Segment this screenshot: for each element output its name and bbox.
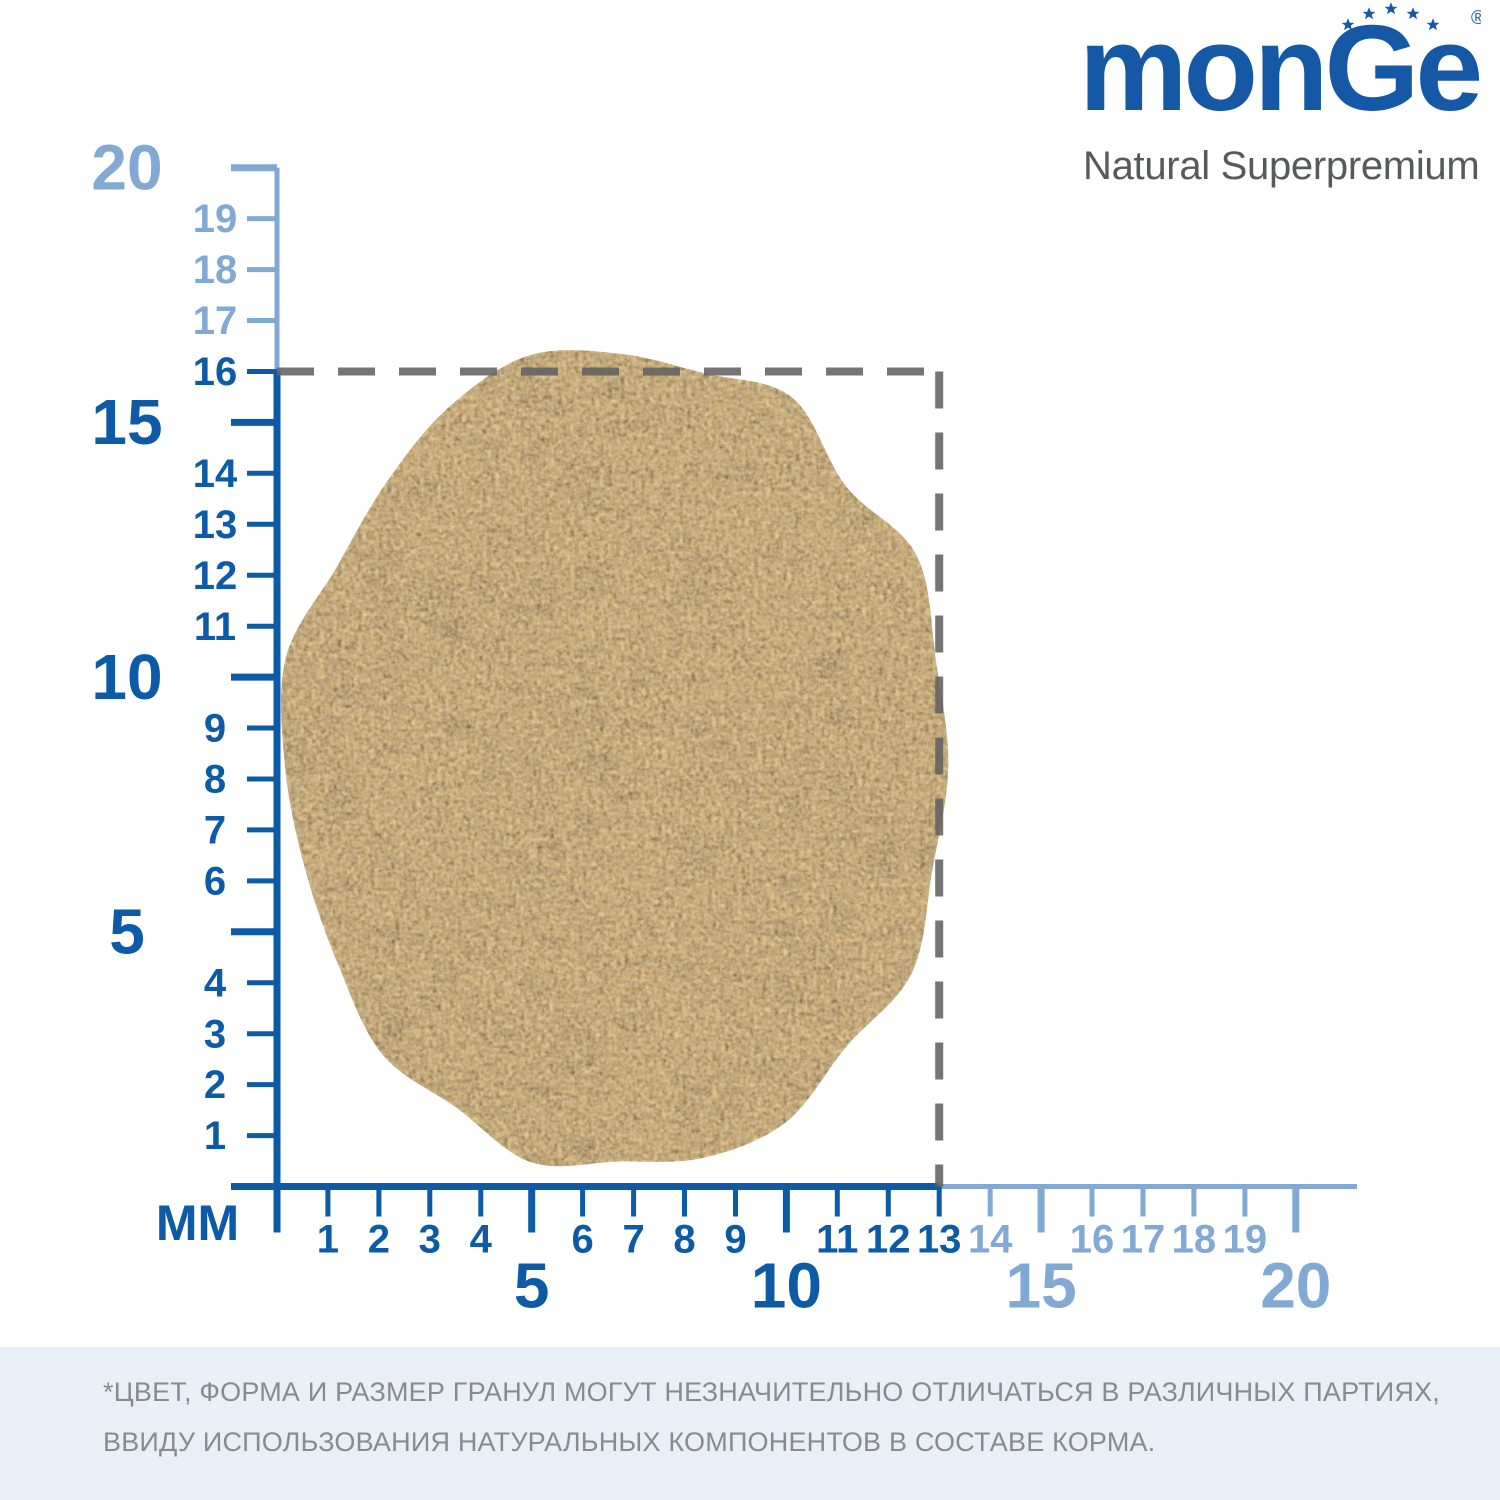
svg-text:14: 14 xyxy=(193,452,238,496)
svg-text:12: 12 xyxy=(866,1218,911,1262)
svg-text:18: 18 xyxy=(193,248,238,292)
svg-text:16: 16 xyxy=(1070,1218,1115,1262)
svg-text:8: 8 xyxy=(673,1218,695,1262)
svg-text:5: 5 xyxy=(109,896,145,968)
svg-text:13: 13 xyxy=(193,503,238,547)
svg-text:12: 12 xyxy=(193,554,238,598)
svg-text:15: 15 xyxy=(91,386,162,458)
svg-text:MM: MM xyxy=(156,1195,239,1251)
svg-text:10: 10 xyxy=(91,641,162,713)
svg-text:5: 5 xyxy=(514,1250,550,1322)
svg-text:8: 8 xyxy=(204,758,226,802)
svg-text:17: 17 xyxy=(193,299,238,343)
svg-text:20: 20 xyxy=(91,132,162,204)
svg-text:19: 19 xyxy=(193,197,238,241)
svg-text:6: 6 xyxy=(571,1218,593,1262)
svg-text:10: 10 xyxy=(751,1250,822,1322)
svg-text:4: 4 xyxy=(470,1218,493,1262)
svg-text:9: 9 xyxy=(724,1218,746,1262)
svg-text:11: 11 xyxy=(816,1218,858,1262)
svg-text:9: 9 xyxy=(204,707,226,751)
svg-text:18: 18 xyxy=(1172,1218,1217,1262)
svg-text:13: 13 xyxy=(917,1218,962,1262)
svg-text:16: 16 xyxy=(193,350,238,394)
svg-text:20: 20 xyxy=(1260,1250,1331,1322)
svg-text:4: 4 xyxy=(204,961,227,1005)
svg-text:2: 2 xyxy=(204,1063,226,1107)
svg-text:7: 7 xyxy=(622,1218,644,1262)
svg-text:3: 3 xyxy=(204,1012,226,1056)
svg-text:17: 17 xyxy=(1121,1218,1166,1262)
svg-text:7: 7 xyxy=(204,809,226,853)
svg-text:11: 11 xyxy=(194,605,236,649)
svg-text:1: 1 xyxy=(317,1218,339,1262)
svg-text:3: 3 xyxy=(419,1218,441,1262)
svg-text:6: 6 xyxy=(204,860,226,904)
svg-text:1: 1 xyxy=(204,1114,226,1158)
svg-text:2: 2 xyxy=(368,1218,390,1262)
svg-text:15: 15 xyxy=(1006,1250,1077,1322)
